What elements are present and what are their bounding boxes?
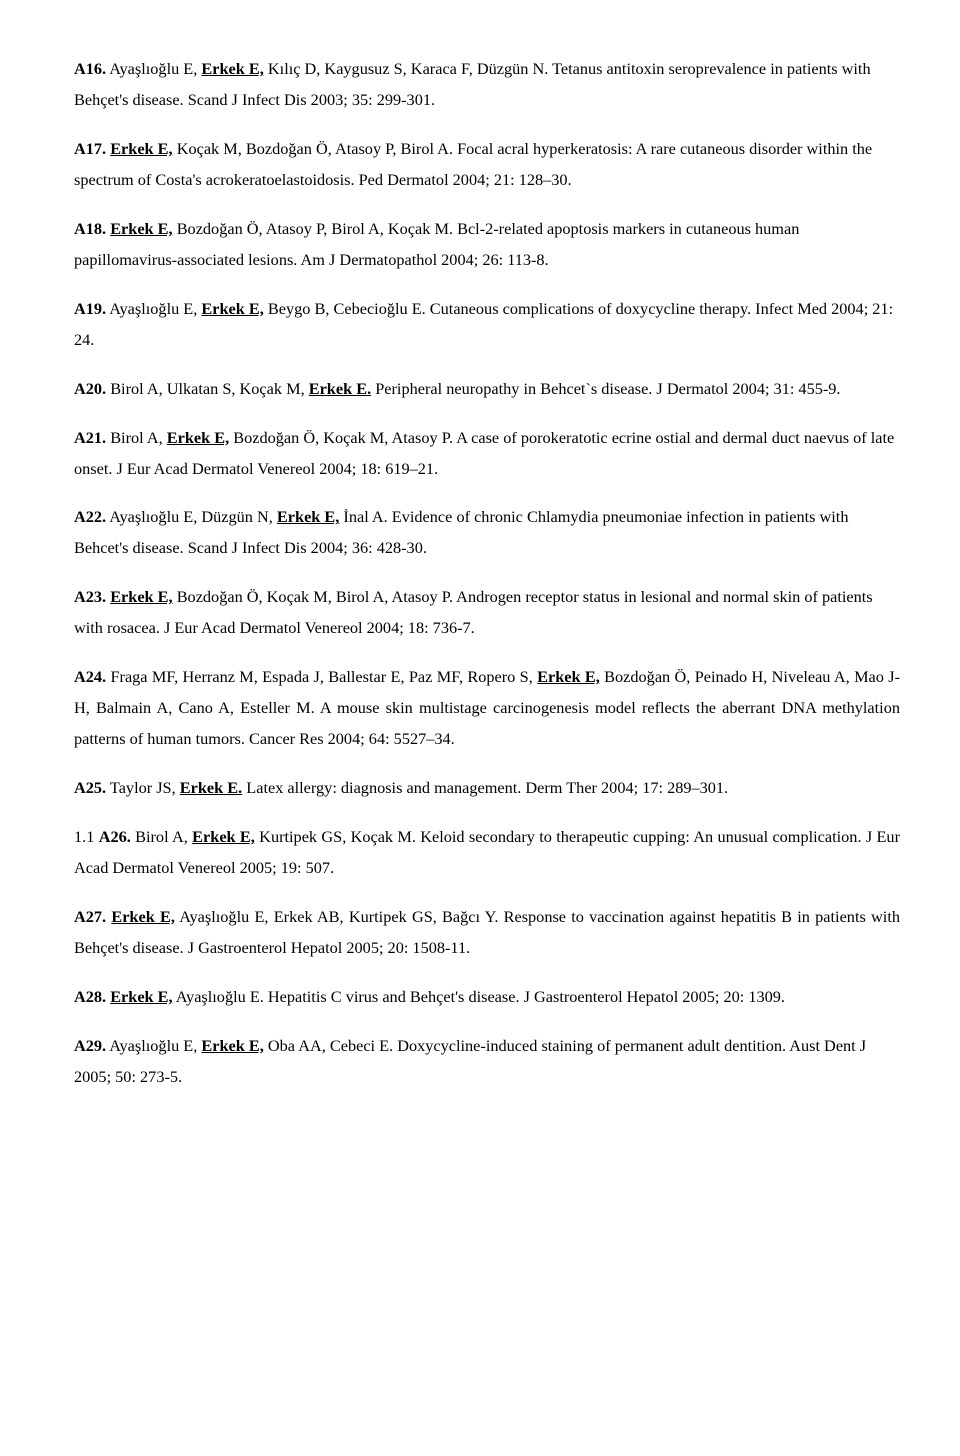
- authors-pre: Ayaşlıoğlu E, Düzgün N,: [109, 507, 277, 526]
- citation-body: Ayaşlıoğlu E, Erkek AB, Kurtipek GS, Bağ…: [74, 907, 900, 957]
- reference-number: A26.: [99, 827, 131, 846]
- reference-number: A28.: [74, 987, 106, 1006]
- reference-number: A16.: [74, 59, 106, 78]
- highlighted-author: Erkek E,: [537, 667, 600, 686]
- highlighted-author: Erkek E,: [110, 139, 172, 158]
- reference-entry: A21. Birol A, Erkek E, Bozdoğan Ö, Koçak…: [74, 423, 900, 485]
- authors-pre: Birol A, Ulkatan S, Koçak M,: [110, 379, 309, 398]
- reference-number: A23.: [74, 587, 106, 606]
- reference-number: A24.: [74, 667, 106, 686]
- authors-pre: Fraga MF, Herranz M, Espada J, Ballestar…: [110, 667, 537, 686]
- reference-number: A27.: [74, 907, 106, 926]
- reference-entry: A19. Ayaşlıoğlu E, Erkek E, Beygo B, Ceb…: [74, 294, 900, 356]
- reference-number: A25.: [74, 778, 106, 797]
- reference-entry: A20. Birol A, Ulkatan S, Koçak M, Erkek …: [74, 374, 900, 405]
- citation-body: Latex allergy: diagnosis and management.…: [242, 778, 728, 797]
- reference-number: A22.: [74, 507, 106, 526]
- reference-entry: A23. Erkek E, Bozdoğan Ö, Koçak M, Birol…: [74, 582, 900, 644]
- reference-number: A29.: [74, 1036, 106, 1055]
- reference-entry: A16. Ayaşlıoğlu E, Erkek E, Kılıç D, Kay…: [74, 54, 900, 116]
- reference-entry: A29. Ayaşlıoğlu E, Erkek E, Oba AA, Cebe…: [74, 1031, 900, 1093]
- highlighted-author: Erkek E.: [180, 778, 242, 797]
- highlighted-author: Erkek E,: [192, 827, 255, 846]
- reference-number: A21.: [74, 428, 106, 447]
- authors-pre: Ayaşlıoğlu E,: [109, 59, 201, 78]
- citation-body: Bozdoğan Ö, Koçak M, Birol A, Atasoy P. …: [74, 587, 873, 637]
- authors-pre: Ayaşlıoğlu E,: [109, 1036, 201, 1055]
- highlighted-author: Erkek E,: [110, 987, 172, 1006]
- reference-list: A16. Ayaşlıoğlu E, Erkek E, Kılıç D, Kay…: [74, 54, 900, 1093]
- reference-entry: 1.1 A26. Birol A, Erkek E, Kurtipek GS, …: [74, 822, 900, 884]
- reference-entry: A27. Erkek E, Ayaşlıoğlu E, Erkek AB, Ku…: [74, 902, 900, 964]
- citation-body: Peripheral neuropathy in Behcet`s diseas…: [371, 379, 840, 398]
- authors-pre: Taylor JS,: [110, 778, 180, 797]
- reference-entry: A28. Erkek E, Ayaşlıoğlu E. Hepatitis C …: [74, 982, 900, 1013]
- authors-pre: Birol A,: [110, 428, 167, 447]
- highlighted-author: Erkek E,: [110, 219, 172, 238]
- highlighted-author: Erkek E,: [201, 59, 263, 78]
- reference-entry: A25. Taylor JS, Erkek E. Latex allergy: …: [74, 773, 900, 804]
- authors-pre: Birol A,: [135, 827, 192, 846]
- reference-entry: A18. Erkek E, Bozdoğan Ö, Atasoy P, Biro…: [74, 214, 900, 276]
- citation-body: Koçak M, Bozdoğan Ö, Atasoy P, Birol A. …: [74, 139, 872, 189]
- highlighted-author: Erkek E,: [201, 1036, 263, 1055]
- highlighted-author: Erkek E,: [201, 299, 263, 318]
- highlighted-author: Erkek E,: [110, 587, 172, 606]
- reference-entry: A24. Fraga MF, Herranz M, Espada J, Ball…: [74, 662, 900, 755]
- entry-prefix: 1.1: [74, 827, 99, 846]
- reference-number: A18.: [74, 219, 106, 238]
- reference-entry: A22. Ayaşlıoğlu E, Düzgün N, Erkek E, İn…: [74, 502, 900, 564]
- authors-pre: Ayaşlıoğlu E,: [109, 299, 201, 318]
- highlighted-author: Erkek E,: [167, 428, 229, 447]
- reference-number: A17.: [74, 139, 106, 158]
- citation-body: Bozdoğan Ö, Atasoy P, Birol A, Koçak M. …: [74, 219, 799, 269]
- highlighted-author: Erkek E,: [111, 907, 175, 926]
- reference-number: A20.: [74, 379, 106, 398]
- highlighted-author: Erkek E.: [309, 379, 371, 398]
- reference-entry: A17. Erkek E, Koçak M, Bozdoğan Ö, Ataso…: [74, 134, 900, 196]
- citation-body: Ayaşlıoğlu E. Hepatitis C virus and Behç…: [173, 987, 785, 1006]
- highlighted-author: Erkek E,: [277, 507, 339, 526]
- reference-number: A19.: [74, 299, 106, 318]
